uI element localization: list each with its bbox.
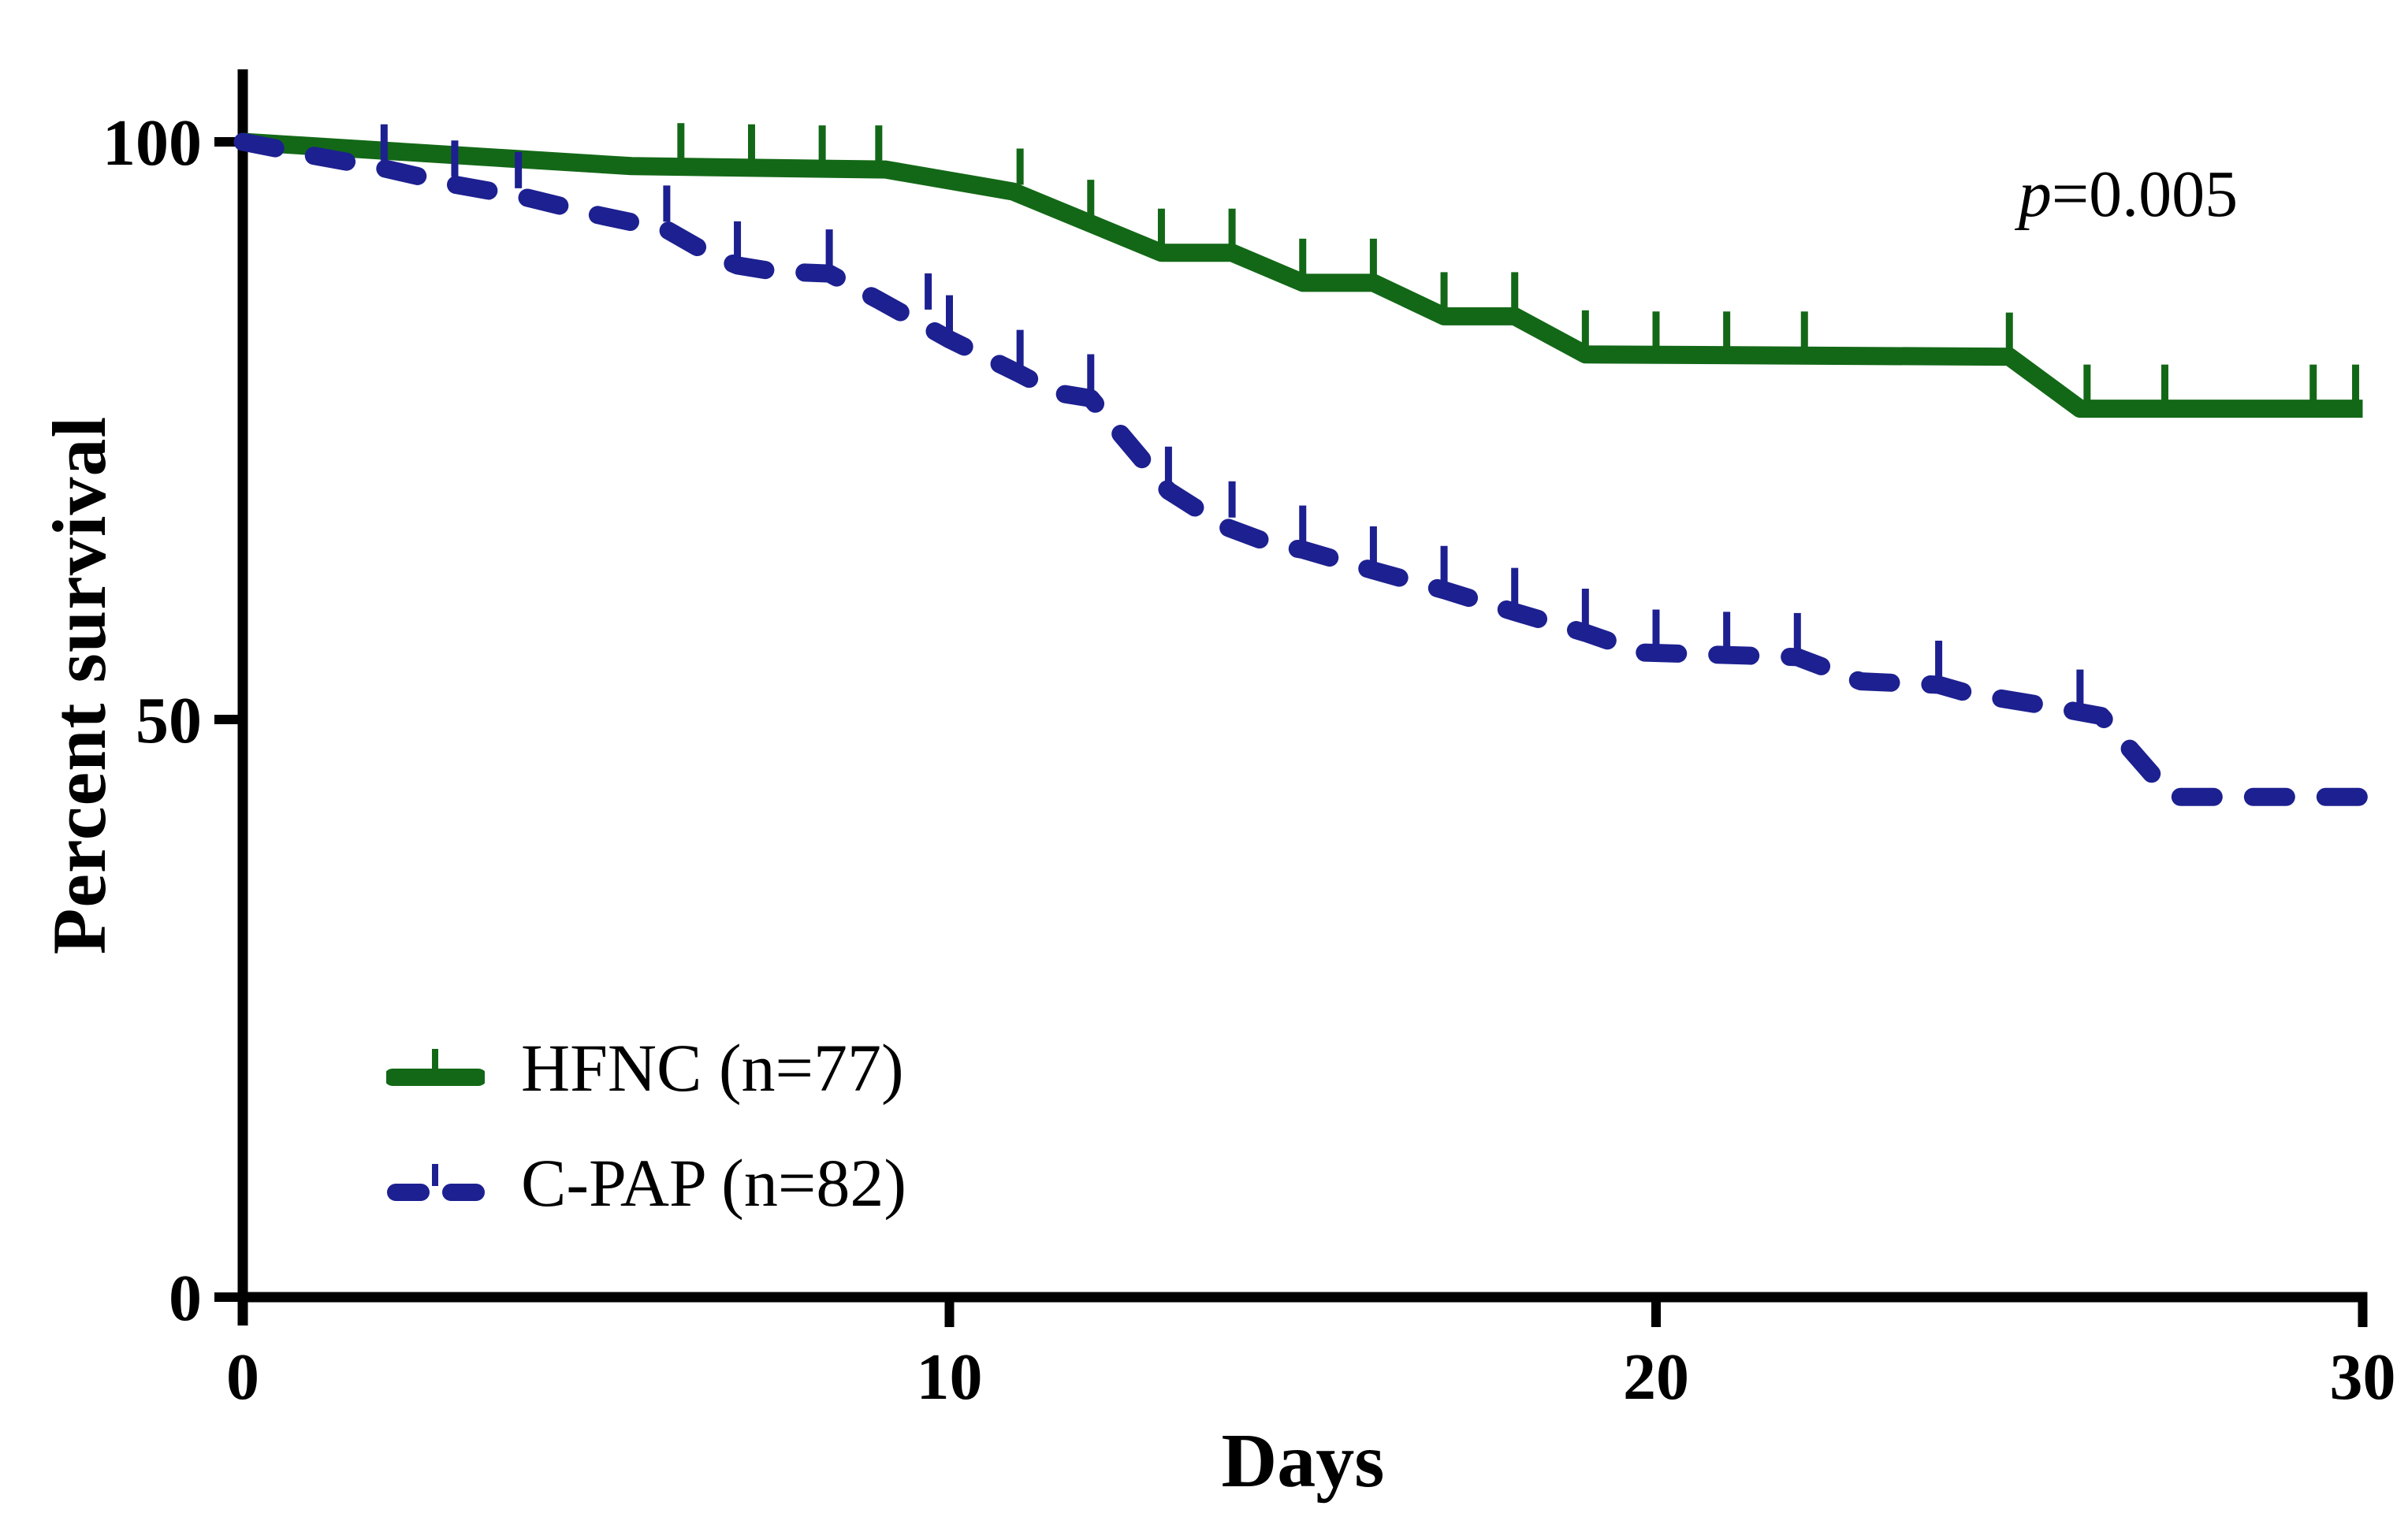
x-tick-label: 10: [917, 1340, 983, 1414]
y-tick-label: 100: [102, 106, 202, 180]
p-symbol: p: [2018, 158, 2052, 231]
x-tick-label: 0: [226, 1340, 259, 1414]
p-value-text: =0.005: [2051, 158, 2239, 231]
x-tick-label: 30: [2330, 1340, 2396, 1414]
y-tick-label: 50: [136, 684, 202, 757]
x-axis-title: Days: [1221, 1418, 1385, 1504]
legend-label-cpap: C-PAP (n=82): [521, 1145, 906, 1221]
x-tick-label: 20: [1623, 1340, 1689, 1414]
cpap-dashed-line-swatch-icon: [387, 1164, 485, 1201]
hfnc-solid-line-swatch-icon: [386, 1049, 485, 1086]
legend: HFNC (n=77) C-PAP (n=82): [386, 1010, 906, 1240]
legend-item-hfnc: HFNC (n=77): [386, 1010, 906, 1125]
legend-label-hfnc: HFNC (n=77): [521, 1030, 904, 1106]
survival-curve-cpap: [233, 132, 2372, 806]
p-value-annotation: p=0.005: [1931, 156, 2325, 232]
y-axis-title: Percent survival: [37, 415, 121, 955]
legend-item-cpap: C-PAP (n=82): [386, 1125, 906, 1240]
y-tick-label: 0: [169, 1262, 202, 1335]
survival-curve-hfnc: [242, 132, 2363, 418]
